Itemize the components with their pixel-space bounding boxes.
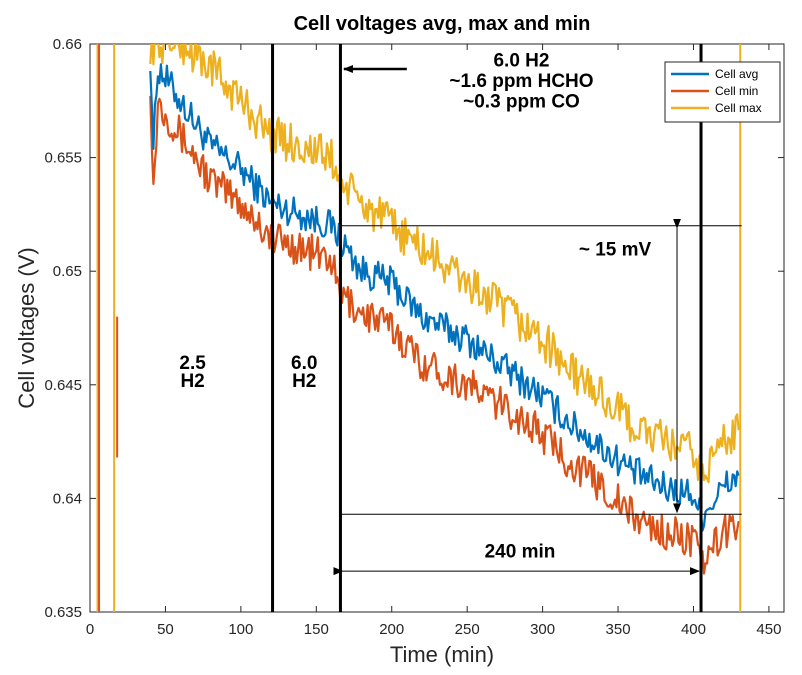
annotation-text: H2 [180,371,204,392]
y-tick-label: 0.66 [53,36,82,53]
x-tick-label: 50 [157,621,174,638]
x-tick-label: 450 [756,621,781,638]
annotation-text: H2 [292,371,316,392]
series-line [149,63,740,532]
series-line [149,95,740,575]
annotation-text: 6.0 H2 [493,51,549,72]
legend-label: Cell max [715,101,762,115]
annotation-text: 2.5 [179,353,206,374]
y-axis-label: Cell voltages (V) [14,247,39,408]
annotation-text: 240 min [485,541,556,562]
x-tick-label: 300 [530,621,555,638]
chart-title: Cell voltages avg, max and min [294,13,591,35]
annotation-text: ~1.6 ppm HCHO [449,71,593,92]
legend-label: Cell avg [715,67,758,81]
x-axis-label: Time (min) [390,642,494,667]
series-group [96,44,742,612]
y-tick-label: 0.64 [53,490,82,507]
x-tick-label: 250 [455,621,480,638]
x-tick-label: 350 [606,621,631,638]
y-tick-label: 0.645 [44,377,82,394]
y-tick-label: 0.655 [44,150,82,167]
plot-area: 0 50 100 150 200 250 300 350 400 450 0.635 0.64 0.64… [44,36,785,638]
x-tick-label: 150 [304,621,329,638]
x-tick-label: 200 [379,621,404,638]
annotation-text: 6.0 [291,353,317,374]
series-line [149,44,740,484]
annotation-text: ~0.3 ppm CO [463,92,580,113]
x-tick-label: 0 [86,621,94,638]
x-tick-label: 100 [228,621,253,638]
y-tick-label: 0.635 [44,604,82,621]
legend-label: Cell min [715,84,758,98]
x-tick-label: 400 [681,621,706,638]
y-tick-label: 0.65 [53,263,82,280]
annotation-text: ~ 15 mV [579,239,652,260]
